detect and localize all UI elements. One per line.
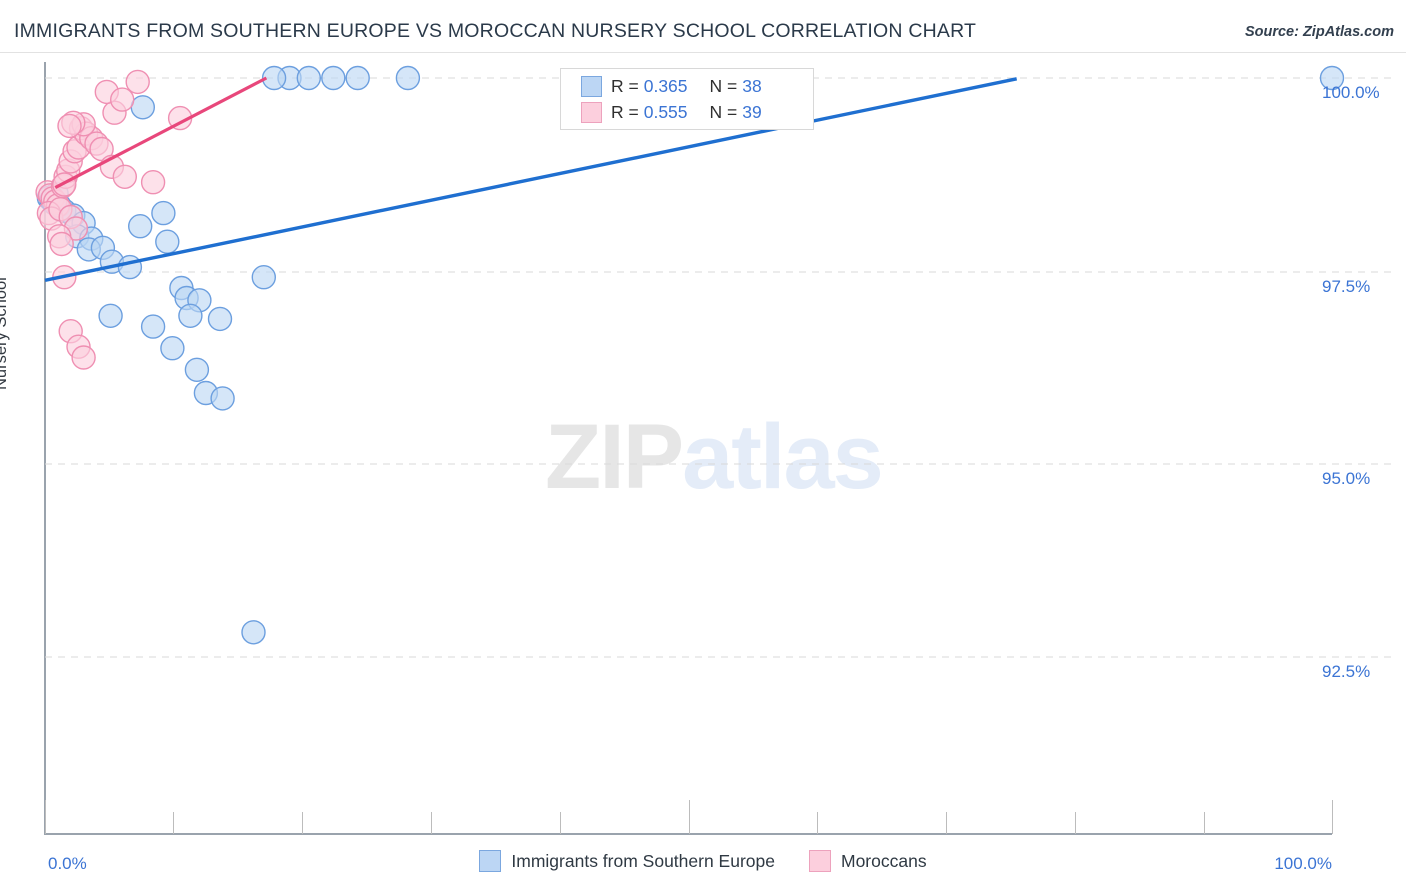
data-point[interactable] — [160, 336, 185, 361]
header-divider — [0, 52, 1406, 53]
data-point[interactable] — [127, 213, 153, 239]
x-axis-line — [44, 833, 1332, 835]
data-point[interactable] — [184, 357, 210, 382]
trendline-southern-europe — [44, 77, 1018, 282]
legend-r-label-0: R = — [611, 75, 639, 96]
x-axis-tick-mark-1 — [302, 812, 303, 834]
x-axis-tick-mark-4 — [689, 800, 690, 834]
series-swatch-southern-europe — [479, 850, 502, 872]
zipatlas-watermark: ZIPatlas — [545, 405, 884, 510]
series-legend-item-southern-europe[interactable]: Immigrants from Southern Europe — [479, 850, 775, 872]
data-point[interactable] — [49, 231, 74, 257]
x-axis-tick-mark-7 — [1075, 812, 1076, 834]
data-point[interactable] — [71, 345, 96, 370]
x-axis-tick-mark-5 — [817, 812, 818, 834]
data-point[interactable] — [125, 69, 150, 95]
legend-swatch-southern-europe — [581, 75, 602, 97]
y-axis-tick-3: 92.5% — [1322, 662, 1371, 681]
legend-n-label-1: N = — [709, 101, 738, 122]
data-point[interactable] — [57, 113, 82, 139]
x-axis-tick-mark-3 — [560, 812, 561, 834]
page-title: IMMIGRANTS FROM SOUTHERN EUROPE VS MOROC… — [14, 20, 977, 42]
data-point[interactable] — [98, 303, 123, 328]
legend-n-value-0: 38 — [742, 75, 762, 96]
x-axis-tick-mark-8 — [1204, 812, 1205, 834]
data-point[interactable] — [241, 620, 266, 645]
data-point[interactable] — [321, 65, 346, 91]
x-axis-bound-mark-0 — [45, 800, 46, 834]
legend-n-value-1: 39 — [742, 101, 762, 122]
data-point[interactable] — [140, 314, 166, 339]
data-point[interactable] — [140, 169, 166, 195]
data-point[interactable] — [178, 303, 203, 328]
series-label-southern-europe: Immigrants from Southern Europe — [511, 850, 775, 871]
correlation-legend: R = 0.365 N = 38 R = 0.555 N = 39 — [560, 68, 814, 130]
series-label-moroccans: Moroccans — [841, 850, 927, 871]
data-point[interactable] — [1319, 65, 1345, 91]
x-axis-tick-1: 100.0% — [1274, 854, 1332, 873]
data-point[interactable] — [210, 386, 235, 411]
y-axis-line — [44, 62, 46, 834]
source-attribution: Source: ZipAtlas.com — [1244, 24, 1394, 40]
data-point[interactable] — [109, 87, 135, 112]
data-point[interactable] — [296, 65, 321, 91]
y-axis-tick-0: 100.0% — [1322, 83, 1380, 102]
x-axis-bound-mark-1 — [1332, 800, 1333, 834]
series-legend-item-moroccans[interactable]: Moroccans — [809, 850, 927, 872]
legend-r-value-0: 0.365 — [643, 75, 688, 96]
legend-r-value-1: 0.555 — [643, 101, 688, 122]
x-axis-tick-mark-0 — [173, 812, 174, 834]
x-axis-tick-mark-2 — [431, 812, 432, 834]
watermark-zip: ZIP — [545, 406, 684, 508]
legend-r-label-1: R = — [611, 101, 639, 122]
data-point[interactable] — [345, 65, 370, 91]
y-axis-tick-2: 95.0% — [1322, 469, 1371, 488]
data-point[interactable] — [112, 164, 138, 190]
data-point[interactable] — [151, 200, 176, 226]
legend-n-label-0: N = — [709, 75, 738, 96]
legend-swatch-moroccans — [581, 101, 602, 123]
trendline-moroccans — [54, 76, 268, 190]
y-axis-tick-1: 97.5% — [1322, 277, 1371, 296]
data-point[interactable] — [155, 229, 180, 254]
watermark-atlas: atlas — [682, 406, 884, 508]
x-axis-tick-mark-6 — [946, 812, 947, 834]
series-legend: Immigrants from Southern Europe Moroccan… — [0, 850, 1406, 872]
legend-row-moroccans: R = 0.555 N = 39 — [581, 99, 762, 125]
data-point[interactable] — [261, 65, 287, 91]
series-swatch-moroccans — [809, 850, 831, 872]
legend-row-southern-europe: R = 0.365 N = 38 — [581, 73, 762, 99]
x-axis-tick-0: 0.0% — [48, 854, 87, 873]
data-point[interactable] — [395, 65, 421, 91]
data-point[interactable] — [207, 306, 233, 332]
data-point[interactable] — [251, 265, 276, 290]
